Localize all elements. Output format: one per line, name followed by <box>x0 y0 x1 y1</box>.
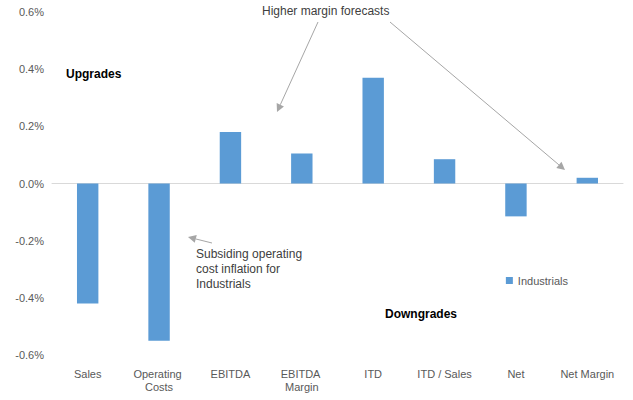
svg-text:Net Margin: Net Margin <box>560 368 614 380</box>
svg-text:Margin: Margin <box>285 381 319 393</box>
svg-text:-0.4%: -0.4% <box>15 292 44 304</box>
svg-text:0.6%: 0.6% <box>19 6 44 18</box>
svg-text:Industrials: Industrials <box>196 277 251 291</box>
svg-text:Subsiding operating: Subsiding operating <box>196 247 305 261</box>
svg-text:ITD / Sales: ITD / Sales <box>417 368 472 380</box>
svg-text:-0.6%: -0.6% <box>15 349 44 361</box>
svg-text:Upgrades: Upgrades <box>66 67 122 81</box>
svg-text:ITD: ITD <box>364 368 382 380</box>
svg-text:-0.2%: -0.2% <box>15 235 44 247</box>
svg-text:Costs: Costs <box>145 381 174 393</box>
svg-text:EBITDA: EBITDA <box>211 368 251 380</box>
svg-text:Sales: Sales <box>74 368 102 380</box>
svg-text:0.2%: 0.2% <box>19 120 44 132</box>
svg-text:cost inflation for: cost inflation for <box>196 262 283 276</box>
svg-text:Downgrades: Downgrades <box>385 307 457 321</box>
svg-text:0.4%: 0.4% <box>19 63 44 75</box>
svg-text:EBITDA: EBITDA <box>281 368 323 380</box>
svg-text:Operating: Operating <box>133 368 184 380</box>
svg-text:Net: Net <box>507 368 524 380</box>
svg-text:0.0%: 0.0% <box>19 178 44 190</box>
svg-text:Industrials: Industrials <box>518 275 569 287</box>
svg-text:Higher margin forecasts: Higher margin forecasts <box>262 4 389 18</box>
